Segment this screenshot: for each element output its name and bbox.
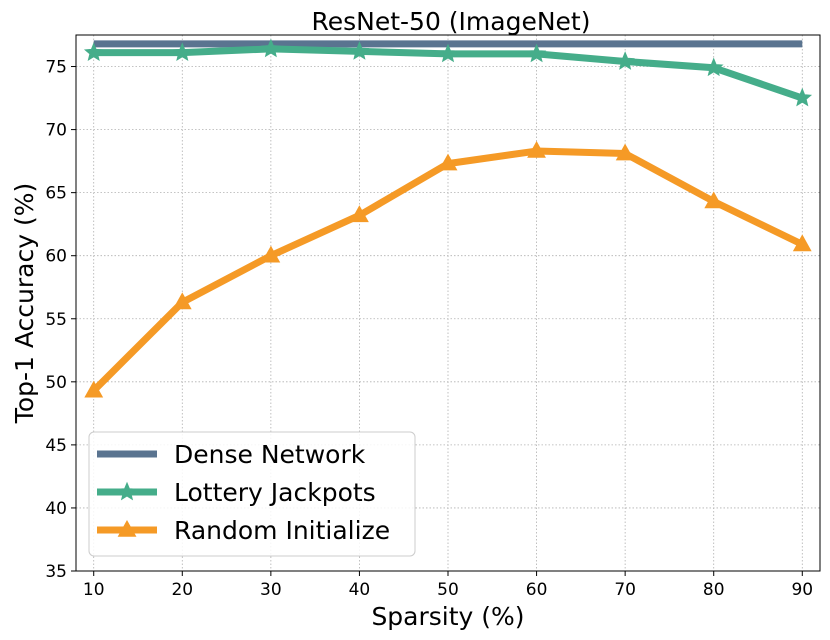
data-point-random-initialize — [438, 153, 458, 171]
data-point-lottery-jackpots — [83, 42, 104, 61]
legend-label-random-initialize: Random Initialize — [174, 516, 390, 545]
y-tick-label: 45 — [45, 436, 67, 456]
y-axis-label: Top-1 Accuracy (%) — [10, 183, 39, 424]
data-point-random-initialize — [84, 380, 104, 398]
x-tick-label: 50 — [437, 580, 459, 600]
legend: Dense Network Lottery Jackpots Random Init… — [88, 431, 416, 557]
y-tick-label: 40 — [45, 499, 67, 519]
data-point-random-initialize — [704, 191, 724, 209]
data-point-lottery-jackpots — [172, 42, 193, 61]
data-point-lottery-jackpots — [261, 38, 281, 58]
data-point-lottery-jackpots — [792, 87, 813, 107]
data-point-lottery-jackpots — [349, 41, 370, 60]
data-point-random-initialize — [261, 245, 281, 263]
y-tick-label: 55 — [45, 310, 67, 330]
x-tick-label: 10 — [83, 580, 105, 600]
y-tick-label: 50 — [45, 373, 67, 393]
data-point-random-initialize — [172, 292, 192, 310]
x-tick-label: 90 — [791, 580, 813, 600]
data-point-lottery-jackpots — [526, 43, 547, 63]
x-tick-label: 80 — [703, 580, 725, 600]
y-tick-label: 70 — [45, 121, 67, 141]
y-tick-label: 65 — [45, 184, 67, 204]
data-point-random-initialize — [792, 234, 812, 252]
data-point-random-initialize — [527, 140, 546, 158]
data-point-lottery-jackpots — [438, 43, 458, 63]
y-tick-label: 60 — [45, 247, 67, 267]
x-tick-label: 40 — [349, 580, 371, 600]
y-tick-label: 35 — [45, 562, 67, 582]
legend-marker-random-initialize — [117, 519, 137, 537]
chart-title: ResNet-50 (ImageNet) — [311, 7, 590, 36]
x-tick-label: 20 — [171, 580, 193, 600]
x-axis-label: Sparsity (%) — [371, 602, 524, 631]
legend-label-dense-network: Dense Network — [174, 440, 366, 469]
y-axis-ticks: 35 40 45 50 55 60 65 70 75 — [45, 58, 76, 582]
x-tick-label: 30 — [260, 580, 282, 600]
x-tick-label: 70 — [614, 580, 636, 600]
data-point-lottery-jackpots — [615, 51, 635, 70]
data-point-random-initialize — [615, 143, 635, 161]
y-tick-label: 75 — [45, 58, 67, 78]
data-point-random-initialize — [350, 205, 369, 223]
legend-label-lottery-jackpots: Lottery Jackpots — [174, 478, 376, 507]
x-axis-ticks: 10 20 30 40 50 60 70 80 90 — [83, 571, 813, 600]
x-tick-label: 60 — [526, 580, 548, 600]
legend-marker-lottery-jackpots — [117, 481, 137, 501]
data-point-lottery-jackpots — [703, 57, 724, 77]
series-group — [83, 38, 813, 398]
legend-box — [88, 431, 416, 557]
